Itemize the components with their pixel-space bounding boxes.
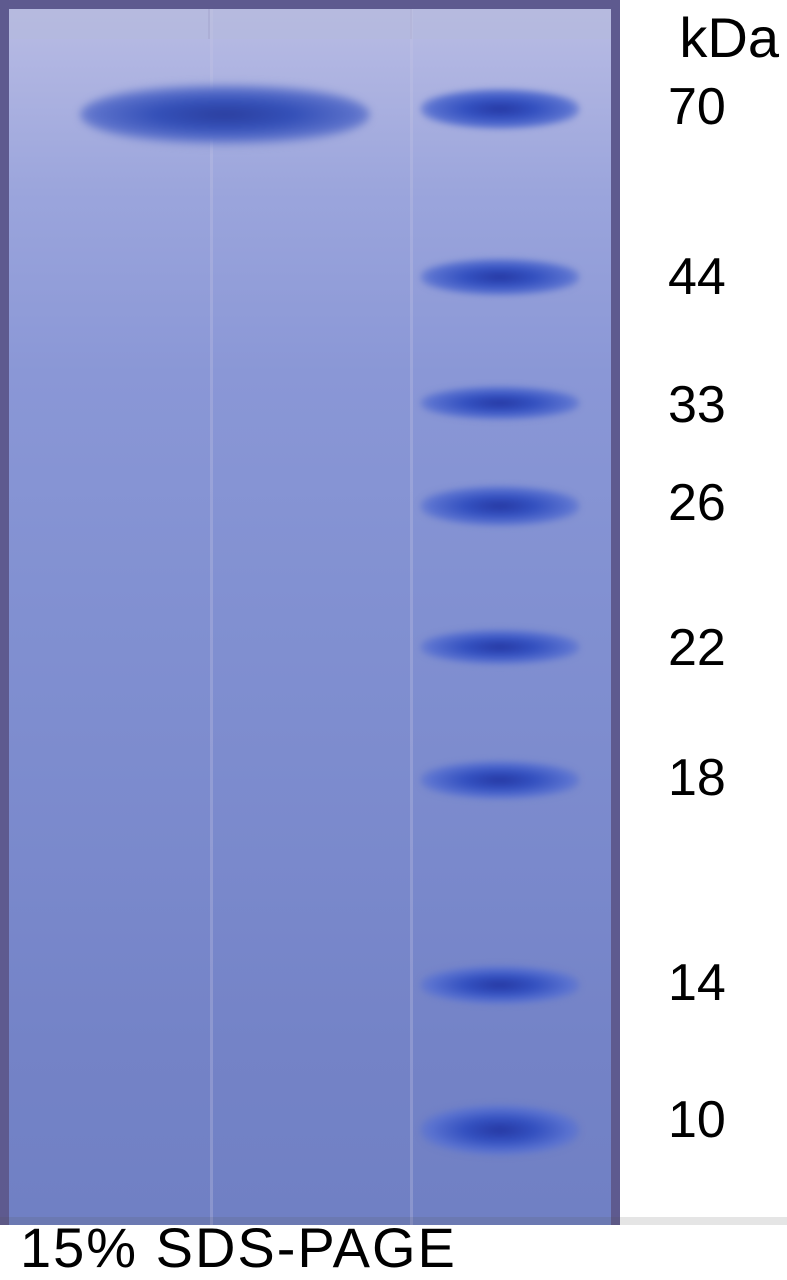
mw-label-26: 26 — [668, 473, 726, 533]
marker-band-22 — [420, 626, 580, 668]
gel-container — [0, 0, 620, 1225]
well-2 — [210, 9, 411, 39]
well-3 — [412, 9, 611, 39]
marker-band-14 — [420, 962, 580, 1008]
mw-label-10: 10 — [668, 1090, 726, 1150]
sample-band — [80, 82, 370, 147]
marker-band-33 — [420, 383, 580, 423]
marker-band-26 — [420, 482, 580, 530]
mw-label-70: 70 — [668, 77, 726, 137]
lane-separator-2 — [410, 9, 413, 1225]
mw-label-18: 18 — [668, 748, 726, 808]
marker-band-70 — [420, 85, 580, 133]
mw-label-14: 14 — [668, 953, 726, 1013]
marker-band-10 — [420, 1100, 580, 1160]
well-1 — [9, 9, 210, 39]
marker-band-18 — [420, 757, 580, 803]
mw-label-22: 22 — [668, 618, 726, 678]
marker-band-44 — [420, 255, 580, 299]
kda-unit-label: kDa — [679, 5, 779, 70]
footer-label: 15% SDS-PAGE — [20, 1215, 457, 1280]
mw-label-33: 33 — [668, 375, 726, 435]
mw-label-44: 44 — [668, 247, 726, 307]
lane-separator-1 — [210, 9, 213, 1225]
well-row — [9, 9, 611, 39]
gel-border — [0, 0, 620, 1225]
